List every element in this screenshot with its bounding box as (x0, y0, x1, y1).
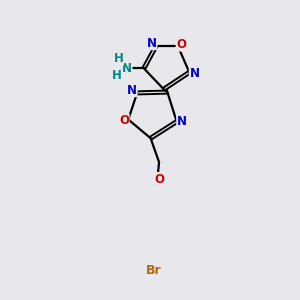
Text: O: O (176, 38, 186, 51)
Text: O: O (119, 114, 129, 128)
Text: Br: Br (146, 264, 161, 277)
Text: N: N (189, 67, 200, 80)
Text: N: N (122, 62, 132, 75)
Text: H: H (113, 52, 123, 65)
Text: N: N (177, 115, 187, 128)
Text: N: N (147, 37, 157, 50)
Text: H: H (112, 69, 122, 82)
Text: O: O (154, 173, 164, 186)
Text: N: N (127, 84, 137, 97)
